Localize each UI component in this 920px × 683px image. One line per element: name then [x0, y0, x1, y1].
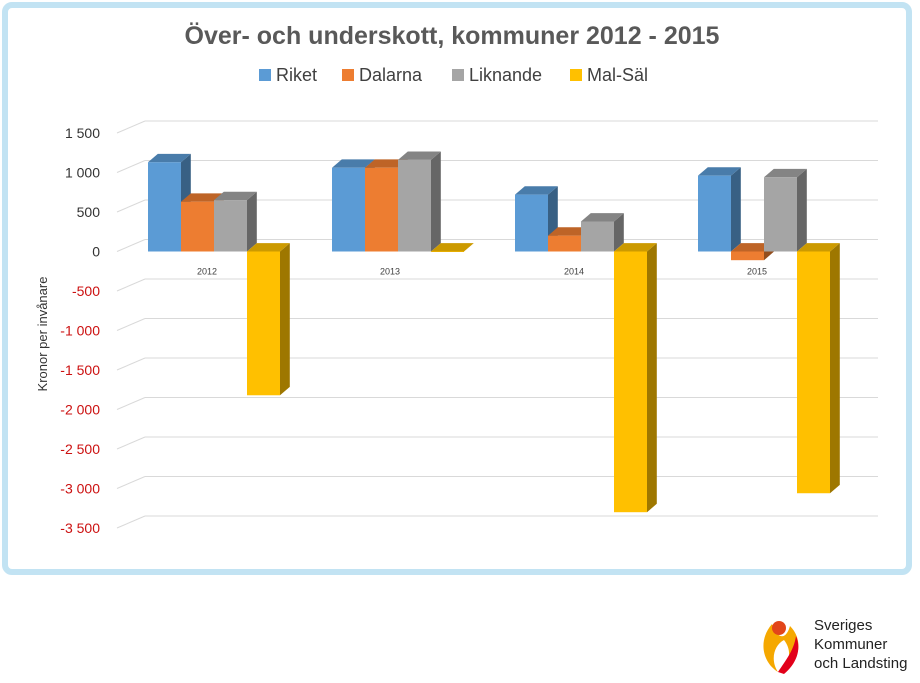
gridline-depth — [116, 120, 146, 134]
x-tick-label: 2012 — [197, 267, 217, 277]
bar-liknande-2015 — [764, 168, 807, 252]
legend-entry: Dalarna — [359, 65, 423, 85]
bar-front — [214, 200, 247, 252]
legend-entry: Mal-Säl — [587, 65, 648, 85]
logo-line-3: och Landsting — [814, 655, 908, 672]
gridline-depth — [116, 239, 146, 252]
bar-top — [214, 191, 257, 201]
y-tick-label: -2 500 — [60, 441, 100, 457]
chart-frame — [2, 2, 912, 575]
legend: Riket Dalarna Liknande Mal-Säl — [259, 65, 648, 85]
bar-front — [797, 251, 830, 494]
gridline-depth — [116, 476, 146, 489]
y-tick-label: -1 500 — [60, 362, 100, 378]
bar-side — [247, 191, 257, 252]
bar-side — [731, 167, 741, 252]
bar-front — [398, 159, 431, 252]
bar-front — [515, 194, 548, 252]
bar-top — [148, 153, 191, 163]
gridline-depth — [116, 160, 146, 173]
bar-front — [698, 175, 731, 252]
y-tick-label: -3 000 — [60, 481, 100, 497]
bar-top — [365, 159, 408, 168]
chart-title: Över- och underskott, kommuner 2012 - 20… — [185, 21, 720, 50]
y-axis-label: Kronor per invånare — [35, 277, 50, 392]
legend-swatch — [452, 69, 464, 81]
bar-side — [614, 213, 624, 252]
legend-entry: Riket — [276, 65, 317, 85]
bar-side — [797, 168, 807, 252]
logo-line-2: Kommuner — [814, 636, 888, 653]
gridline-depth — [116, 436, 146, 450]
bar-top — [247, 243, 290, 252]
bar-mal-säl-2013 — [431, 243, 474, 252]
y-tick-label: 1 500 — [65, 125, 100, 141]
bar-side — [830, 243, 840, 494]
legend-swatch — [259, 69, 271, 81]
gridlines — [116, 120, 878, 529]
bar-front — [247, 251, 280, 396]
bar-top — [731, 243, 774, 252]
y-tick-label: -3 500 — [60, 520, 100, 536]
gridline-depth — [116, 278, 146, 292]
bar-mal-säl-2014 — [614, 243, 657, 513]
x-axis-ticks: 2012 2013 2014 2015 — [197, 267, 767, 277]
y-tick-label: 0 — [92, 244, 100, 260]
bar-top — [797, 243, 840, 252]
x-tick-label: 2015 — [747, 267, 767, 277]
bar-top — [548, 227, 591, 236]
x-tick-label: 2013 — [380, 267, 400, 277]
gridline-depth — [116, 199, 146, 213]
bar-front — [148, 162, 181, 252]
gridline-depth — [116, 357, 146, 371]
legend-swatch — [342, 69, 354, 81]
bar-top — [515, 186, 558, 195]
bar-top — [181, 193, 224, 202]
y-tick-label: 1 000 — [65, 165, 100, 181]
bar-liknande-2014 — [581, 213, 624, 252]
bar-top — [614, 243, 657, 252]
bar-mal-säl-2012 — [247, 243, 290, 396]
bar-side — [431, 151, 441, 252]
bar-front — [431, 251, 464, 252]
bar-top — [332, 159, 375, 168]
bar-front — [181, 201, 214, 252]
bar-top — [764, 168, 807, 178]
bar-front — [581, 221, 614, 252]
bar-riket-2015 — [698, 167, 741, 252]
skl-flame-logo-icon — [763, 621, 799, 674]
bar-front — [614, 251, 647, 513]
legend-swatch — [570, 69, 582, 81]
gridline-depth — [116, 318, 146, 331]
gridline-depth — [116, 515, 146, 529]
y-tick-label: -1 000 — [60, 323, 100, 339]
x-tick-label: 2014 — [564, 267, 584, 277]
bar-liknande-2012 — [214, 191, 257, 252]
logo-line-1: Sveriges — [814, 617, 873, 634]
bar-top — [698, 167, 741, 176]
bar-top — [398, 151, 441, 160]
bar-front — [365, 167, 398, 252]
bars — [148, 151, 840, 513]
bar-side — [647, 243, 657, 513]
y-tick-label: -2 000 — [60, 402, 100, 418]
y-tick-label: 500 — [77, 204, 101, 220]
bar-front — [731, 251, 764, 261]
bar-top — [581, 213, 624, 222]
bar-side — [280, 243, 290, 396]
bar-mal-säl-2015 — [797, 243, 840, 494]
bar-front — [764, 177, 797, 252]
legend-entry: Liknande — [469, 65, 542, 85]
gridline-depth — [116, 397, 146, 410]
bar-front — [548, 235, 581, 252]
bar-front — [332, 167, 365, 252]
y-axis-ticks: 1 500 1 000 500 0 -500 -1 000 -1 500 -2 000 -2 5… — [60, 125, 100, 536]
y-tick-label: -500 — [72, 283, 100, 299]
bar-liknande-2013 — [398, 151, 441, 252]
bar-top — [431, 243, 474, 252]
